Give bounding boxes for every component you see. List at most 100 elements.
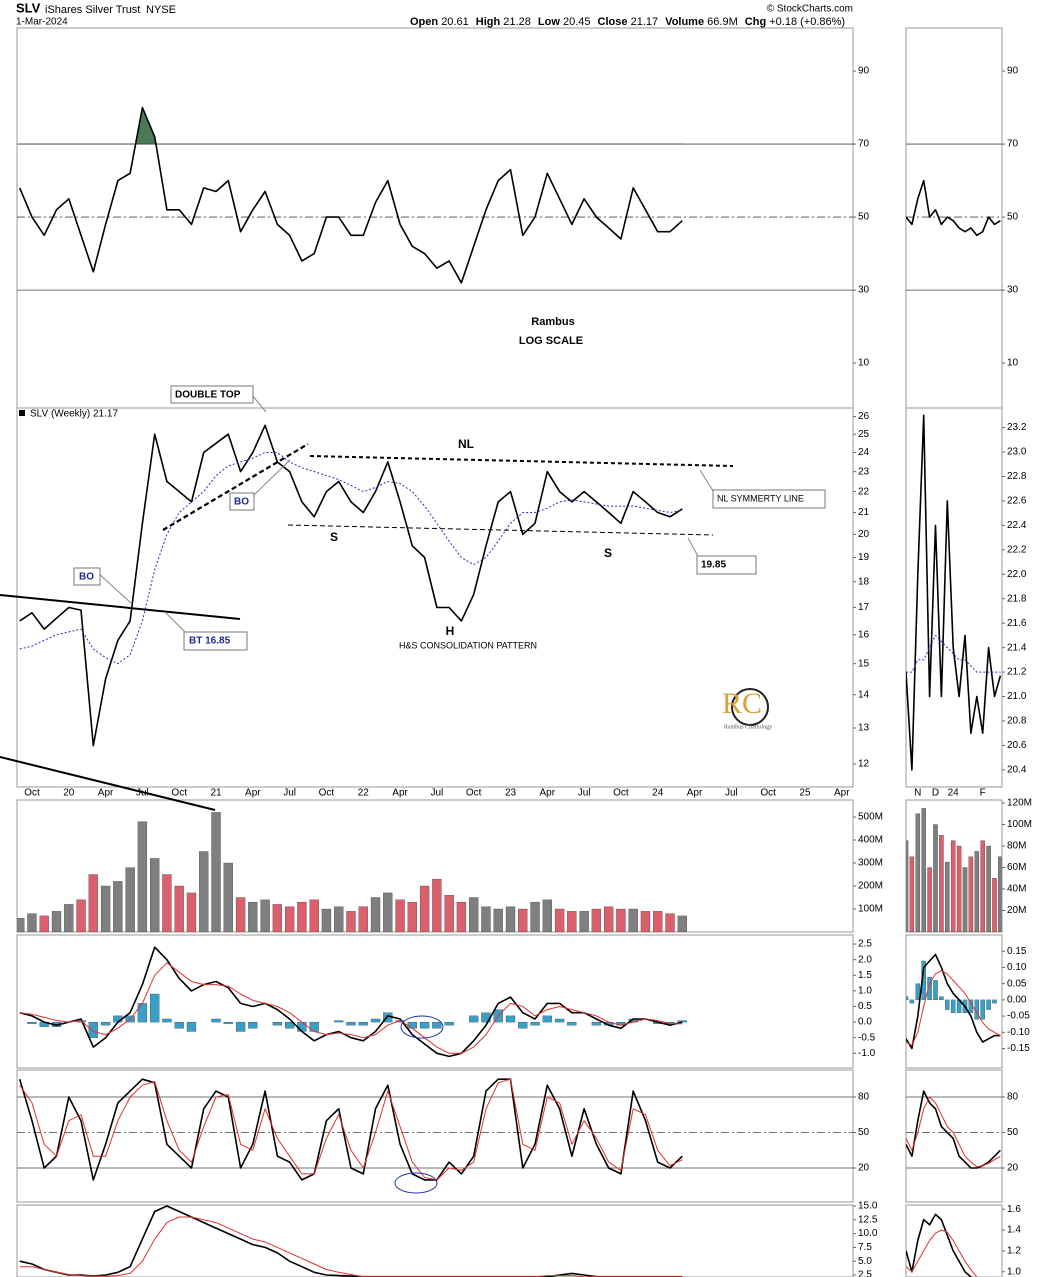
volume-bar xyxy=(640,911,651,932)
y-tick-label: 22.4 xyxy=(1007,520,1027,531)
histogram-bar xyxy=(284,1021,295,1029)
histogram-bar xyxy=(906,996,909,1001)
panel: 10 30 50 70 90 xyxy=(16,27,870,409)
histogram-bar xyxy=(186,1021,197,1032)
y-tick-label: 100M xyxy=(858,904,883,915)
callout-pointer xyxy=(96,571,133,605)
histogram-bar xyxy=(100,1021,111,1026)
histogram-bar xyxy=(939,996,944,1001)
panel-frame xyxy=(905,407,1003,788)
y-tick-label: 5.0 xyxy=(858,1256,872,1267)
y-tick-label: 70 xyxy=(858,139,870,150)
x-tick-label: Jul xyxy=(578,788,591,799)
volume-bar xyxy=(444,895,454,932)
y-tick-label: 0.15 xyxy=(1007,946,1027,957)
histogram-bar xyxy=(986,999,991,1010)
x-tick-label: D xyxy=(932,788,939,799)
volume-bar xyxy=(677,915,687,932)
volume-bar xyxy=(927,867,932,932)
quote-value: 20.61 xyxy=(441,16,469,28)
callout-box xyxy=(170,385,254,404)
histogram-bar xyxy=(542,1015,552,1023)
histogram-bar xyxy=(915,983,921,1001)
y-tick-label: 70 xyxy=(1007,139,1019,150)
legend-entry: SLV (Weekly) 21.17 xyxy=(30,409,118,420)
x-tick-label: 22 xyxy=(358,788,370,799)
volume-bar xyxy=(915,813,921,932)
volume-bar xyxy=(591,908,602,932)
x-tick-label: Jul xyxy=(283,788,296,799)
series-line xyxy=(19,1078,683,1181)
y-tick-label: 500M xyxy=(858,812,883,823)
x-tick-label: 24 xyxy=(652,788,664,799)
panel-frame xyxy=(905,1069,1003,1203)
volume-bar xyxy=(962,867,968,932)
annotation: Rambus xyxy=(531,316,574,328)
annotation: H&S CONSOLIDATION PATTERN xyxy=(399,640,537,650)
histogram-bar xyxy=(248,1021,258,1029)
x-tick-label: Oct xyxy=(760,788,776,799)
y-tick-label: -1.0 xyxy=(858,1048,876,1059)
panel: 0.15 0.10 0.05 0.00 -0.05 -0.10 -0.15 xyxy=(905,934,1030,1069)
y-tick-label: 13 xyxy=(858,723,870,734)
histogram-bar xyxy=(591,1021,602,1026)
volume-bar xyxy=(321,908,332,932)
volume-bar xyxy=(604,906,614,932)
y-tick-label: 120M xyxy=(1007,798,1032,809)
annotation: BT 16.85 xyxy=(189,636,231,647)
y-tick-label: 20M xyxy=(1007,905,1026,916)
symbol: SLV xyxy=(16,0,41,15)
histogram-bar xyxy=(211,1018,221,1023)
panel: 20 50 80 xyxy=(905,1069,1019,1203)
y-tick-label: 2.5 xyxy=(858,1270,872,1277)
y-tick-label: -0.05 xyxy=(1007,1011,1030,1022)
panel: 26 25 24 23 22 21 20 19 18 17 16 15 14 13 12 Oct 20 Apr Ju… xyxy=(16,407,870,799)
volume-bar xyxy=(933,824,938,932)
histogram-bar xyxy=(945,999,950,1010)
panel-frame xyxy=(16,934,854,1069)
y-tick-label: 50 xyxy=(1007,1127,1019,1138)
y-tick-label: 200M xyxy=(858,881,883,892)
y-tick-label: 20 xyxy=(1007,1163,1019,1174)
y-tick-label: 21.0 xyxy=(1007,691,1027,702)
volume-bar xyxy=(51,911,62,932)
x-tick-label: Oct xyxy=(319,788,335,799)
volume-bar xyxy=(974,851,980,932)
volume-bar xyxy=(272,904,283,932)
series-line xyxy=(906,1090,1001,1169)
y-tick-label: 80 xyxy=(1007,1092,1019,1103)
y-tick-label: 22.6 xyxy=(1007,496,1027,507)
y-tick-label: 22.8 xyxy=(1007,471,1027,482)
y-tick-label: 20 xyxy=(858,1163,870,1174)
volume-bar xyxy=(64,904,74,932)
x-tick-label: Oct xyxy=(466,788,482,799)
y-tick-label: 2.5 xyxy=(858,939,872,950)
panel-frame xyxy=(16,1204,854,1277)
y-tick-label: 18 xyxy=(858,576,870,587)
y-tick-label: -0.10 xyxy=(1007,1027,1030,1038)
y-tick-label: 400M xyxy=(858,835,883,846)
series-line xyxy=(19,1216,683,1277)
y-tick-label: 50 xyxy=(858,1127,870,1138)
y-tick-label: 24 xyxy=(858,447,870,458)
source: © StockCharts.com xyxy=(767,4,853,15)
exchange: NYSE xyxy=(146,4,176,16)
y-tick-label: 20.4 xyxy=(1007,765,1027,776)
series-line xyxy=(18,1078,683,1181)
callout-pointer xyxy=(164,611,188,635)
x-tick-label: F xyxy=(980,788,986,799)
volume-bar xyxy=(17,918,25,932)
y-tick-label: 1.2 xyxy=(1007,1246,1021,1257)
volume-bar xyxy=(665,913,675,932)
histogram-bar xyxy=(272,1021,283,1026)
moving-average xyxy=(19,452,683,665)
histogram-bar xyxy=(174,1021,184,1029)
annotation: NL xyxy=(458,437,474,451)
y-tick-label: 12 xyxy=(858,759,870,770)
histogram-bar xyxy=(927,977,932,1001)
volume-bar xyxy=(199,851,209,932)
y-tick-label: 90 xyxy=(858,66,870,77)
y-tick-label: 19 xyxy=(858,552,870,563)
y-tick-label: 21 xyxy=(858,507,870,518)
